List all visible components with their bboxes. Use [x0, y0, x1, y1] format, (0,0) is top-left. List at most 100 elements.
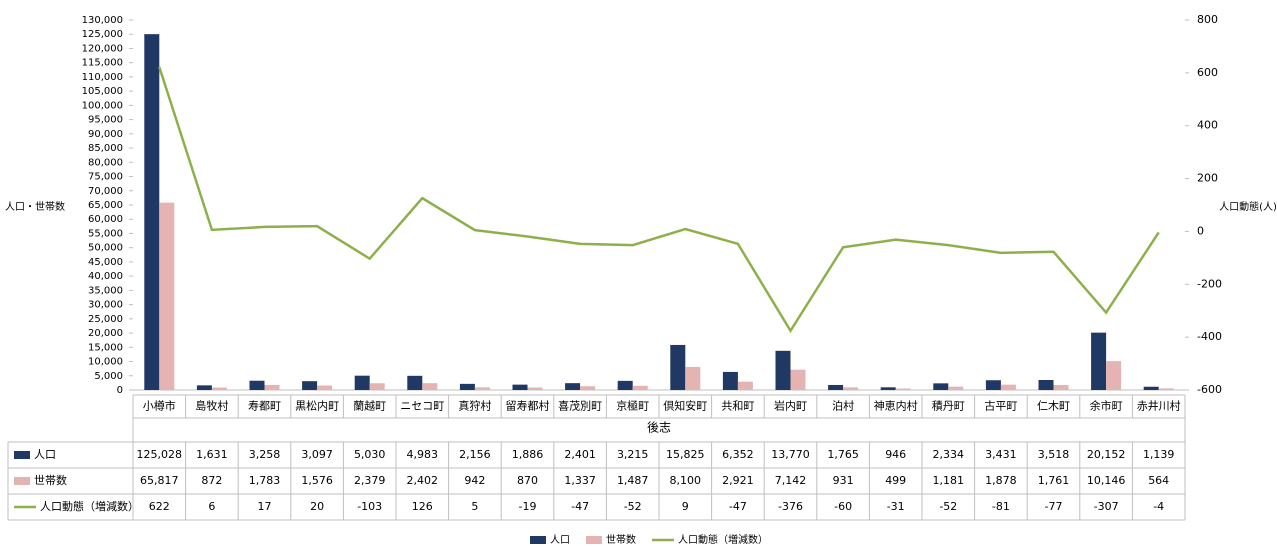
- bar: [828, 384, 844, 390]
- bar: [790, 369, 806, 390]
- bar: [737, 381, 753, 390]
- bar: [948, 386, 964, 390]
- bar: [1106, 361, 1122, 390]
- y-tick-label: 20,000: [88, 328, 123, 339]
- bar: [264, 384, 280, 390]
- table-cell: -31: [887, 500, 905, 513]
- bar: [211, 387, 227, 390]
- x-tick-label: ニセコ町: [400, 400, 444, 413]
- table-cell: 1,761: [1038, 474, 1070, 487]
- bar: [617, 380, 633, 390]
- table-cell: 2,156: [459, 448, 491, 461]
- table-cell: -19: [519, 500, 537, 513]
- bar: [512, 384, 528, 390]
- bar: [407, 375, 423, 390]
- bar: [685, 366, 701, 390]
- bar: [880, 387, 896, 390]
- legend-swatch: [530, 536, 546, 544]
- y2-tick-label: -400: [1197, 330, 1222, 343]
- bar: [985, 380, 1001, 390]
- table-cell: 2,402: [407, 474, 439, 487]
- bar: [1038, 379, 1054, 390]
- table-cell: -81: [992, 500, 1010, 513]
- table-row-header: 世帯数: [34, 474, 67, 487]
- legend-swatch: [14, 451, 30, 459]
- bar: [1143, 386, 1159, 390]
- table-cell: 6,352: [722, 448, 754, 461]
- table-cell: -52: [939, 500, 957, 513]
- y-tick-label: 120,000: [82, 43, 123, 54]
- x-tick-label: 京極町: [616, 399, 649, 413]
- y-tick-label: 40,000: [88, 271, 123, 282]
- bar: [144, 34, 160, 391]
- x-tick-label: 小樽市: [143, 399, 176, 413]
- y-tick-label: 5,000: [94, 371, 123, 382]
- legend-swatch: [14, 477, 30, 485]
- table-cell: -376: [778, 500, 803, 513]
- line-series: [158, 66, 1160, 334]
- bar: [775, 350, 791, 390]
- x-tick-label: 泊村: [832, 399, 854, 413]
- y-tick-label: 80,000: [88, 157, 123, 168]
- x-tick-label: 喜茂別町: [558, 399, 602, 413]
- table-cell: 2,334: [933, 448, 965, 461]
- table-cell: 13,770: [771, 448, 810, 461]
- y2-tick-label: -200: [1197, 277, 1222, 290]
- bar: [722, 371, 738, 390]
- table-cell: 1,783: [249, 474, 281, 487]
- x-tick-label: 真狩村: [458, 399, 491, 413]
- table-cell: 1,765: [827, 448, 859, 461]
- y-tick-label: 50,000: [88, 243, 123, 254]
- legend-swatch: [586, 536, 602, 544]
- x-tick-label: 古平町: [984, 400, 1017, 413]
- y2-tick-label: -600: [1197, 383, 1222, 396]
- bar: [369, 383, 385, 390]
- bar: [580, 386, 596, 390]
- y-tick-label: 25,000: [88, 314, 123, 325]
- y2-tick-label: 400: [1197, 119, 1218, 132]
- y-tick-label: 70,000: [88, 186, 123, 197]
- legend-label: 人口: [550, 534, 570, 546]
- table-cell: 1,878: [985, 474, 1017, 487]
- y-tick-label: 60,000: [88, 214, 123, 225]
- table-cell: -47: [729, 500, 747, 513]
- table-cell: -307: [1094, 500, 1119, 513]
- x-tick-label: 岩内町: [774, 399, 807, 413]
- table-cell: 15,825: [666, 448, 705, 461]
- table-cell: 1,631: [196, 448, 228, 461]
- x-tick-label: 神恵内村: [874, 399, 918, 413]
- y-tick-label: 55,000: [88, 228, 123, 239]
- bar: [474, 387, 490, 390]
- bar: [459, 383, 475, 390]
- table-cell: 3,215: [617, 448, 649, 461]
- table-cell: 8,100: [670, 474, 702, 487]
- table-row-header: 人口: [34, 448, 56, 461]
- bar: [527, 387, 543, 390]
- y-tick-label: 15,000: [88, 342, 123, 353]
- table-cell: 2,921: [722, 474, 754, 487]
- y-tick-label: 110,000: [82, 72, 123, 83]
- y-tick-label: 45,000: [88, 257, 123, 268]
- y-tick-label: 95,000: [88, 115, 123, 126]
- x-tick-label: 留寿都村: [506, 399, 550, 413]
- y2-tick-label: 200: [1197, 172, 1218, 185]
- table-cell: 1,886: [512, 448, 544, 461]
- table-cell: 10,146: [1087, 474, 1126, 487]
- table-cell: 931: [833, 474, 854, 487]
- bar: [632, 385, 648, 390]
- table-cell: -4: [1153, 500, 1164, 513]
- table-cell: 1,181: [933, 474, 965, 487]
- y-tick-label: 0: [117, 385, 123, 396]
- y-tick-label: 130,000: [82, 15, 123, 26]
- legend-label: 人口動態（増減数）: [678, 533, 768, 546]
- table-cell: 942: [464, 474, 485, 487]
- table-cell: 2,379: [354, 474, 386, 487]
- table-cell: 6: [208, 500, 215, 513]
- x-tick-label: 黒松内町: [295, 399, 339, 413]
- bar: [1000, 384, 1016, 390]
- y-tick-label: 30,000: [88, 300, 123, 311]
- table-row-header: 人口動態（増減数）: [40, 499, 139, 513]
- table-cell: 20,152: [1087, 448, 1126, 461]
- bar: [670, 344, 686, 390]
